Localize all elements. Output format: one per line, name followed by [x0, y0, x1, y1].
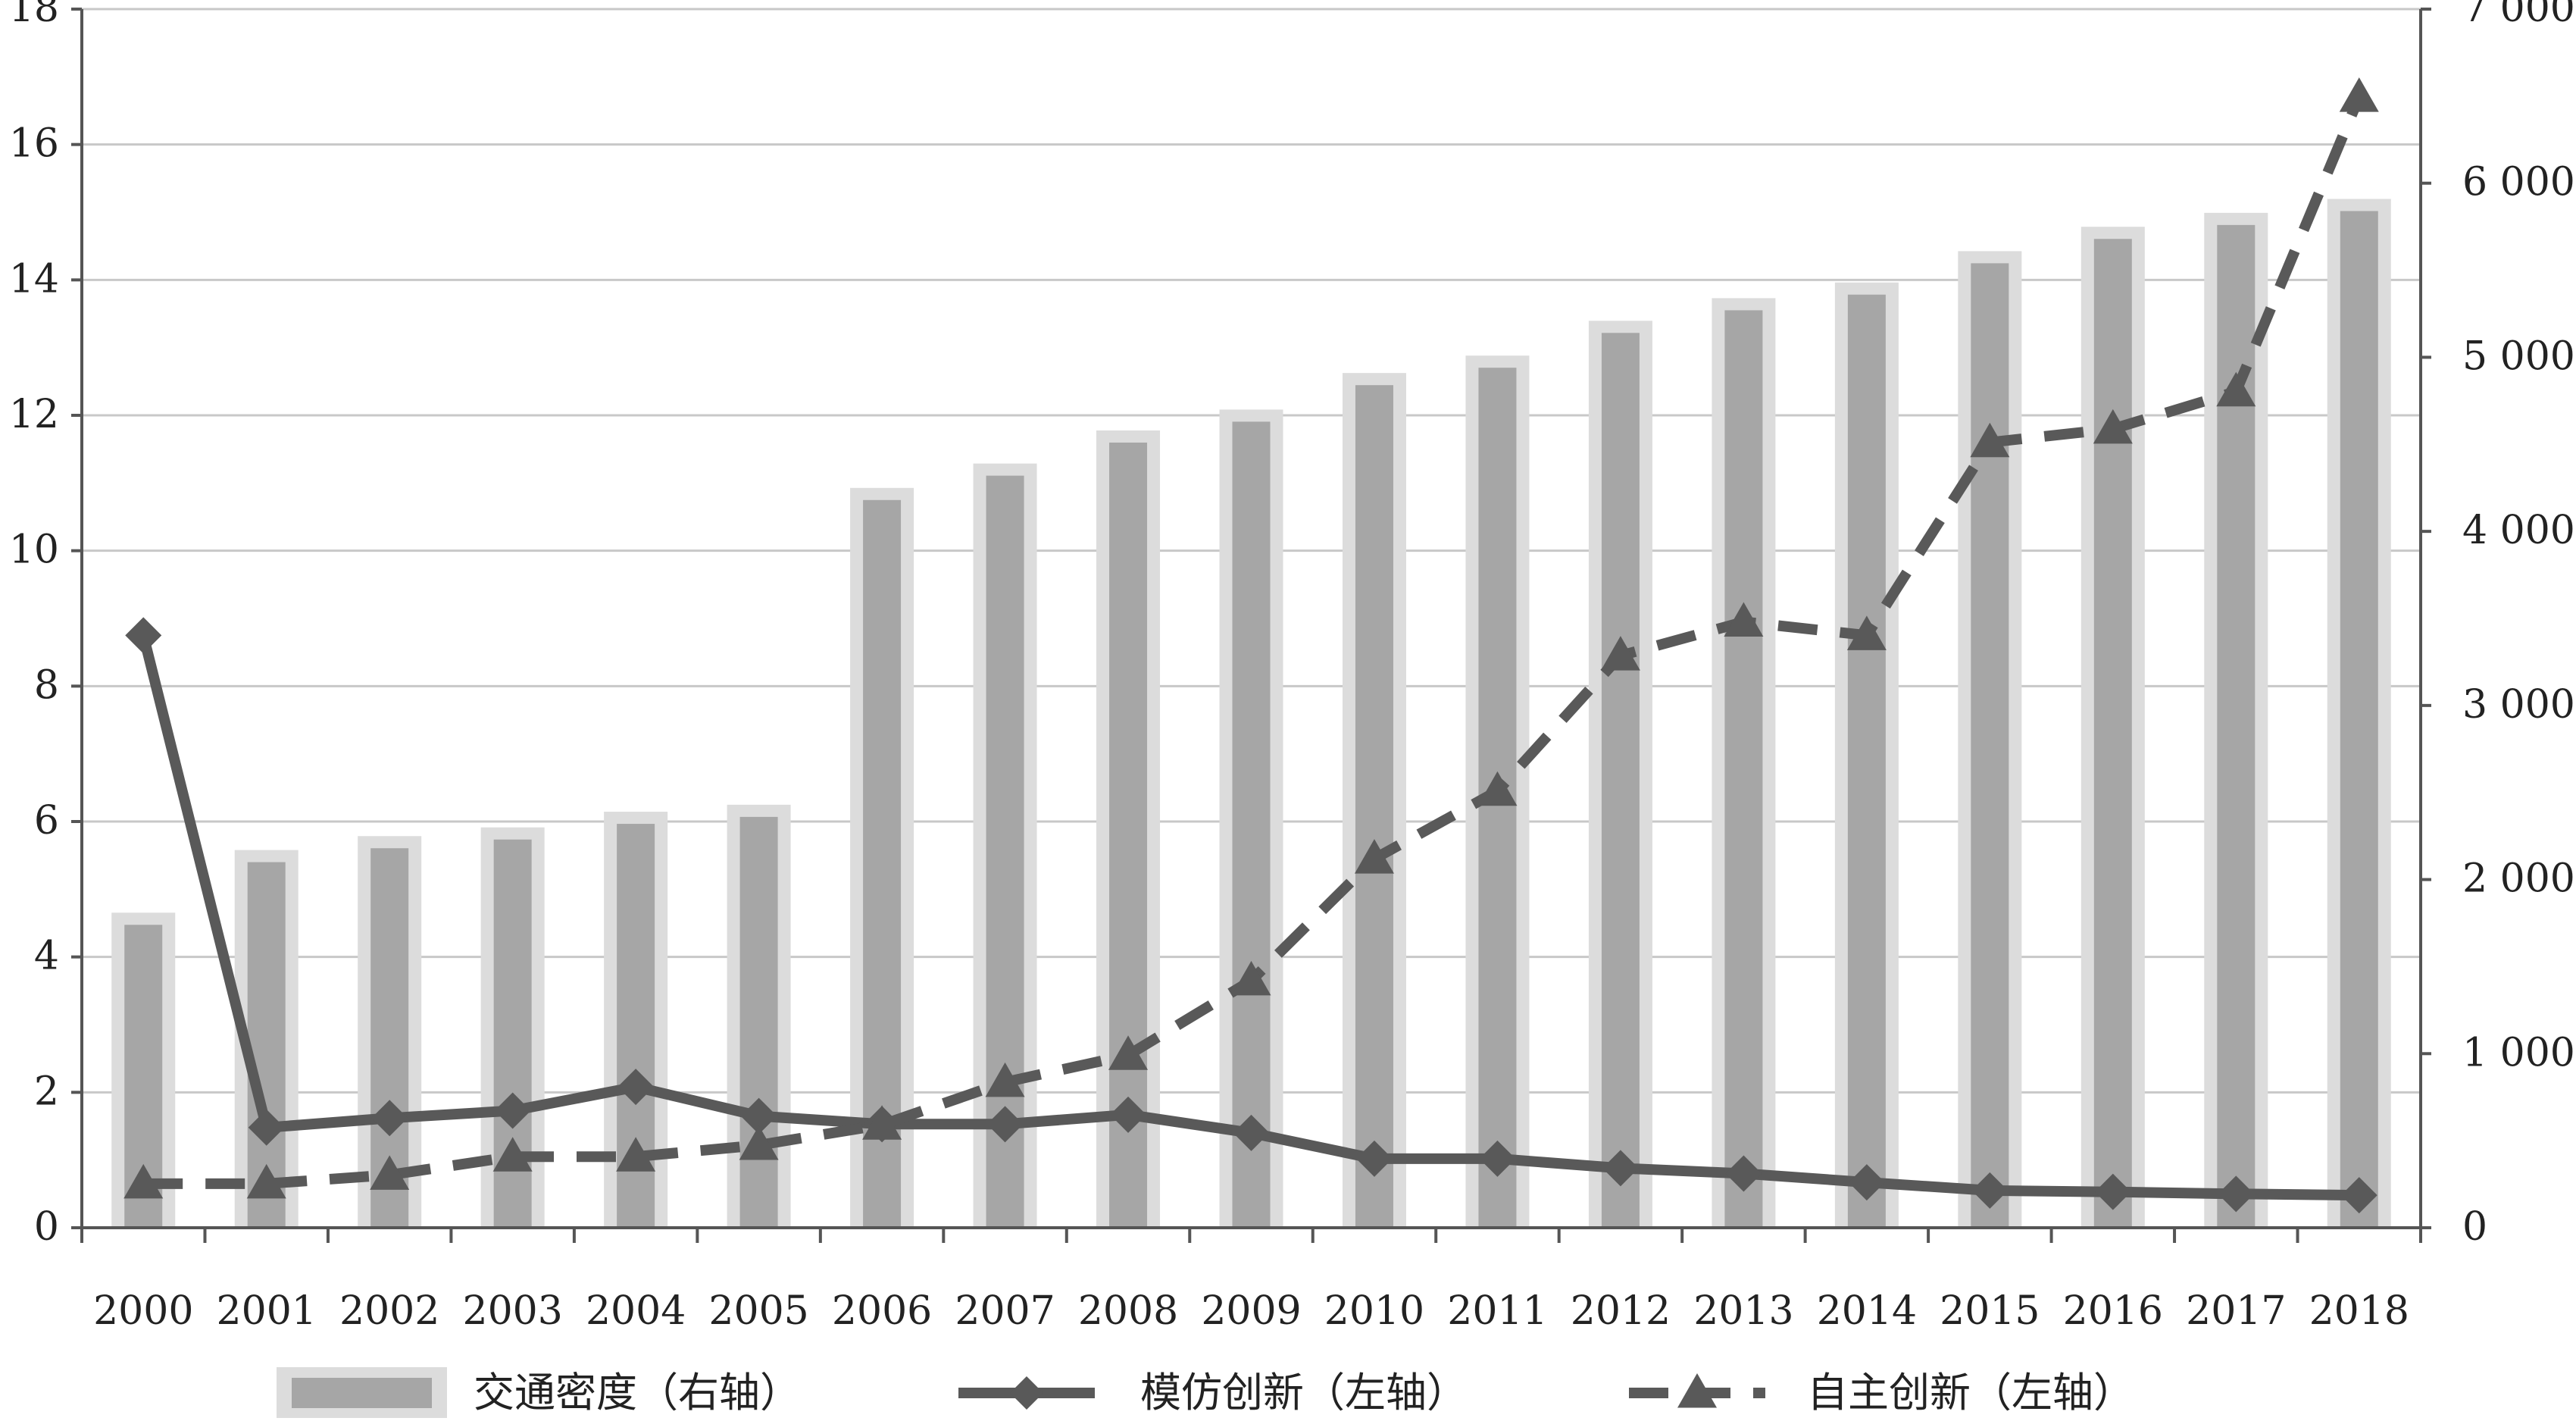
bar-2012 [1601, 333, 1640, 1229]
marker-independent-innovation-2015 [1970, 422, 2010, 458]
y-right-tick-label-4: 4 000 [2462, 508, 2575, 553]
bar-2005 [739, 816, 778, 1228]
y-right-tick-label-2: 2 000 [2462, 856, 2575, 902]
y-left-tick-label-5: 10 [9, 527, 59, 573]
marker-imitation-innovation-2003 [494, 1092, 531, 1129]
marker-imitation-innovation-2009 [1233, 1114, 1270, 1151]
y-right-tick-label-0: 0 [2462, 1204, 2487, 1250]
legend-marker-independent-innovation [1677, 1373, 1717, 1408]
x-tick-label-2010: 2010 [1324, 1288, 1424, 1334]
x-tick-label-2011: 2011 [1447, 1288, 1547, 1334]
marker-imitation-innovation-2012 [1602, 1150, 1639, 1187]
y-right-tick-label-5: 5 000 [2462, 333, 2575, 379]
bar-2015 [1971, 263, 2009, 1229]
x-tick-label-2004: 2004 [586, 1288, 686, 1334]
x-tick-label-2012: 2012 [1571, 1288, 1671, 1334]
x-tick-label-2009: 2009 [1201, 1288, 1301, 1334]
y-right-tick-label-1: 1 000 [2462, 1030, 2575, 1075]
legend-label-independent-innovation: 自主创新（左轴） [1807, 1369, 2134, 1416]
marker-imitation-innovation-2018 [2340, 1177, 2377, 1214]
marker-imitation-innovation-2016 [2094, 1173, 2131, 1210]
marker-independent-innovation-2017 [2216, 371, 2256, 407]
legend-marker-imitation-innovation [1010, 1376, 1043, 1410]
y-left-tick-label-6: 12 [9, 392, 59, 437]
x-tick-label-2002: 2002 [339, 1288, 439, 1334]
bar-2014 [1847, 294, 1886, 1228]
legend-label-transport-density: 交通密度（右轴） [474, 1369, 801, 1416]
y-left-tick-label-8: 16 [9, 121, 59, 167]
legend-swatch-transport-density [292, 1378, 432, 1408]
line-series [123, 77, 2379, 1214]
bar-2016 [2093, 239, 2132, 1228]
marker-independent-innovation-2013 [1724, 602, 1764, 637]
marker-independent-innovation-2009 [1231, 960, 1271, 996]
y-right-tick-label-3: 3 000 [2462, 682, 2575, 728]
marker-independent-innovation-2007 [985, 1062, 1025, 1097]
marker-independent-innovation-2006 [862, 1105, 902, 1140]
axes: 0 2 4 6 8 10 12 14 16 18 0 1 000 2 000 3 000 4 000 5 00… [9, 0, 2575, 1334]
y-left-tick-label-2: 4 [34, 934, 59, 979]
marker-independent-innovation-2011 [1477, 771, 1518, 806]
x-tick-label-2006: 2006 [832, 1288, 932, 1334]
marker-independent-innovation-2002 [370, 1155, 410, 1190]
x-tick-label-2008: 2008 [1078, 1288, 1178, 1334]
marker-independent-innovation-2016 [2093, 408, 2133, 444]
y-left-tick-label-9: 18 [9, 0, 59, 31]
y-left-tick-label-7: 14 [9, 256, 59, 302]
y-left-tick-label-4: 8 [34, 662, 59, 708]
x-tick-label-2016: 2016 [2063, 1288, 2163, 1334]
marker-independent-innovation-2003 [492, 1137, 533, 1172]
marker-imitation-innovation-2002 [371, 1100, 408, 1137]
x-tick-label-2000: 2000 [93, 1288, 193, 1334]
marker-independent-innovation-2005 [739, 1125, 779, 1160]
marker-independent-innovation-2010 [1354, 839, 1394, 874]
marker-imitation-innovation-2004 [617, 1069, 655, 1106]
x-tick-label-2001: 2001 [217, 1288, 317, 1334]
marker-imitation-innovation-2010 [1355, 1140, 1393, 1177]
marker-independent-innovation-2018 [2339, 77, 2379, 112]
marker-independent-innovation-2000 [123, 1163, 164, 1199]
x-tick-label-2005: 2005 [708, 1288, 808, 1334]
marker-imitation-innovation-2007 [986, 1106, 1024, 1143]
marker-independent-innovation-2001 [246, 1163, 286, 1199]
x-tick-label-2015: 2015 [1940, 1288, 2040, 1334]
legend: 交通密度（右轴） 模仿创新（左轴） 自主创新（左轴） [277, 1367, 2134, 1419]
marker-independent-innovation-2012 [1600, 636, 1640, 671]
marker-independent-innovation-2004 [616, 1137, 656, 1172]
bar-2018 [2340, 211, 2378, 1229]
bar-2010 [1355, 385, 1393, 1228]
y-left-tick-label-3: 6 [34, 798, 59, 844]
marker-imitation-innovation-2017 [2218, 1175, 2255, 1213]
bar-2009 [1232, 421, 1271, 1228]
marker-imitation-innovation-2015 [1971, 1172, 2009, 1209]
x-tick-label-2003: 2003 [462, 1288, 562, 1334]
marker-imitation-innovation-2005 [740, 1097, 777, 1135]
x-tick-label-2007: 2007 [955, 1288, 1055, 1334]
y-right-tick-label-6: 6 000 [2462, 160, 2575, 205]
marker-imitation-innovation-2008 [1110, 1096, 1147, 1133]
x-tick-label-2017: 2017 [2186, 1288, 2286, 1334]
marker-independent-innovation-2008 [1108, 1035, 1149, 1070]
bar-series-transport-density [111, 199, 2391, 1229]
x-tick-label-2018: 2018 [2309, 1288, 2409, 1334]
marker-imitation-innovation-2011 [1479, 1140, 1516, 1177]
marker-imitation-innovation-2014 [1848, 1164, 1885, 1201]
marker-imitation-innovation-2000 [125, 617, 162, 654]
y-left-tick-label-1: 2 [34, 1069, 59, 1114]
marker-imitation-innovation-2001 [248, 1109, 285, 1146]
legend-label-imitation-innovation: 模仿创新（左轴） [1140, 1369, 1468, 1416]
y-right-tick-label-7: 7 000 [2462, 0, 2575, 31]
y-left-tick-label-0: 0 [34, 1204, 59, 1250]
marker-independent-innovation-2014 [1846, 615, 1887, 650]
bar-2013 [1724, 310, 1763, 1228]
bar-2007 [986, 475, 1024, 1228]
marker-imitation-innovation-2013 [1725, 1155, 1762, 1192]
x-tick-label-2013: 2013 [1693, 1288, 1793, 1334]
x-tick-label-2014: 2014 [1817, 1288, 1917, 1334]
